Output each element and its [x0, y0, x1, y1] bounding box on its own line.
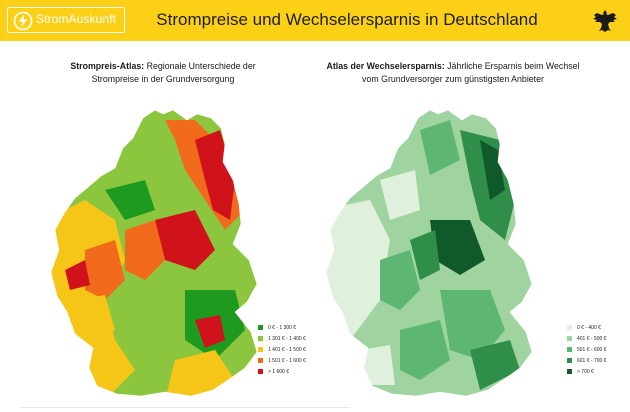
left-map-legend: 0 € - 1 300 € 1 301 € - 1 400 € 1 401 € - …	[258, 322, 306, 377]
left-legend-swatch	[258, 325, 263, 330]
left-legend-label: 0 € - 1 300 €	[268, 324, 297, 331]
left-legend-item: 0 € - 1 300 €	[258, 322, 306, 333]
federal-eagle-icon	[593, 10, 617, 32]
right-legend-swatch	[567, 358, 572, 363]
lightning-icon	[13, 11, 33, 31]
right-legend-item: > 700 €	[567, 366, 606, 377]
right-legend-label: 501 € - 600 €	[577, 346, 607, 353]
strompreis-atlas-map	[50, 109, 258, 397]
footer-divider	[20, 407, 350, 408]
left-map-regions	[51, 110, 257, 396]
stromauskunft-logo[interactable]: StromAuskunft	[7, 7, 125, 33]
right-legend-item: 501 € - 600 €	[567, 344, 606, 355]
left-legend-item: 1 501 € - 1 600 €	[258, 355, 306, 366]
wechselersparnis-atlas-map	[325, 109, 533, 397]
header-bar: StromAuskunft Strompreise und Wechselers…	[0, 0, 630, 41]
right-legend-swatch	[567, 325, 572, 330]
right-legend-swatch	[567, 369, 572, 374]
right-legend-label: 601 € - 700 €	[577, 357, 607, 364]
right-map-legend: 0 € - 400 € 401 € - 500 € 501 € - 600 € 601…	[567, 322, 606, 377]
left-legend-label: 1 401 € - 1 500 €	[268, 346, 306, 353]
right-legend-item: 0 € - 400 €	[567, 322, 606, 333]
left-map-title-bold: Strompreis-Atlas:	[70, 61, 145, 71]
brand-name: StromAuskunft	[36, 12, 116, 26]
left-legend-item: > 1 600 €	[258, 366, 306, 377]
right-legend-label: 0 € - 400 €	[577, 324, 601, 331]
right-map-title: Atlas der Wechselersparnis: Jährliche Er…	[318, 60, 588, 86]
right-legend-label: > 700 €	[577, 368, 594, 375]
left-legend-swatch	[258, 358, 263, 363]
right-map-title-bold: Atlas der Wechselersparnis:	[326, 61, 445, 71]
left-legend-label: 1 301 € - 1 400 €	[268, 335, 306, 342]
left-map-title-rest: Regionale Unterschiede der Strompreise i…	[91, 61, 256, 84]
right-map-regions	[326, 110, 532, 396]
left-legend-swatch	[258, 347, 263, 352]
left-legend-swatch	[258, 369, 263, 374]
left-legend-item: 1 401 € - 1 500 €	[258, 344, 306, 355]
right-legend-swatch	[567, 347, 572, 352]
right-legend-swatch	[567, 336, 572, 341]
right-legend-item: 601 € - 700 €	[567, 355, 606, 366]
right-map-title-rest: Jährliche Ersparnis beim Wechsel vom Gru…	[362, 61, 580, 84]
left-map-title: Strompreis-Atlas: Regionale Unterschiede…	[48, 60, 278, 86]
page-title: Strompreise und Wechselersparnis in Deut…	[156, 10, 538, 29]
left-legend-item: 1 301 € - 1 400 €	[258, 333, 306, 344]
right-legend-item: 401 € - 500 €	[567, 333, 606, 344]
left-legend-label: 1 501 € - 1 600 €	[268, 357, 306, 364]
left-legend-label: > 1 600 €	[268, 368, 289, 375]
right-legend-label: 401 € - 500 €	[577, 335, 607, 342]
left-legend-swatch	[258, 336, 263, 341]
